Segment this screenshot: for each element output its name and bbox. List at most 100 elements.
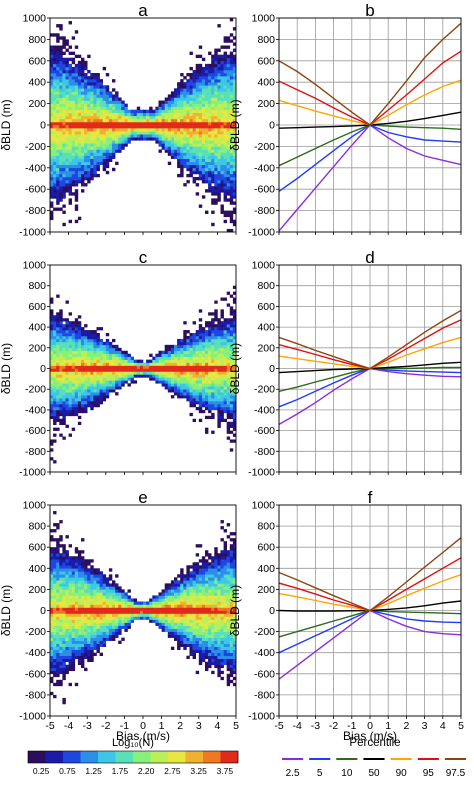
- heatmap-cell: [195, 640, 200, 644]
- heatmap-cell: [50, 152, 54, 156]
- heatmap-cell: [189, 170, 193, 175]
- heatmap-cell: [177, 97, 181, 101]
- heatmap-cell: [223, 88, 227, 92]
- heatmap-cell: [127, 118, 131, 123]
- heatmap-cell: [208, 389, 212, 393]
- heatmap-cell: [115, 134, 119, 138]
- heatmap-cell: [133, 359, 138, 363]
- heatmap-cell: [183, 140, 187, 144]
- heatmap-cell: [87, 601, 91, 605]
- heatmap-cell: [102, 637, 107, 641]
- heatmap-cell: [65, 143, 69, 147]
- heatmap-cell: [81, 115, 85, 120]
- heatmap-cell: [211, 76, 215, 80]
- heatmap-cell: [220, 374, 224, 378]
- heatmap-cell: [81, 125, 85, 129]
- heatmap-cell: [183, 622, 187, 626]
- heatmap-cell: [56, 106, 60, 111]
- heatmap-cell: [205, 643, 209, 647]
- heatmap-cell: [105, 616, 110, 620]
- heatmap-cell: [102, 155, 107, 159]
- heatmap-cell: [50, 94, 54, 98]
- series-line-97.5: [279, 309, 461, 370]
- heatmap-cell: [59, 24, 63, 28]
- heatmap-cell: [214, 198, 218, 202]
- heatmap-cell: [84, 109, 88, 114]
- heatmap-cell: [105, 634, 110, 638]
- heatmap-cell: [211, 583, 215, 587]
- heatmap-cell: [214, 51, 218, 55]
- heatmap-cell: [189, 356, 193, 360]
- heatmap-cell: [164, 622, 169, 626]
- heatmap-cell: [65, 380, 69, 384]
- heatmap-cell: [201, 76, 206, 80]
- heatmap-cell: [146, 121, 150, 126]
- heatmap-cell: [115, 610, 119, 614]
- heatmap-cell: [99, 85, 103, 89]
- heatmap-cell: [164, 380, 169, 384]
- heatmap-cell: [189, 386, 193, 390]
- heatmap-cell: [53, 315, 57, 319]
- heatmap-cell: [198, 115, 203, 120]
- heatmap-cell: [56, 356, 60, 360]
- heatmap-cell: [56, 383, 60, 387]
- heatmap-cell: [161, 143, 165, 147]
- heatmap-cell: [50, 213, 54, 218]
- heatmap-cell: [84, 607, 88, 611]
- heatmap-cell: [170, 143, 175, 147]
- heatmap-cell: [124, 125, 128, 129]
- heatmap-cell: [180, 577, 184, 581]
- heatmap-cell: [84, 76, 88, 80]
- heatmap-cell: [164, 353, 169, 357]
- heatmap-cell: [146, 610, 150, 614]
- heatmap-cell: [146, 613, 150, 617]
- heatmap-cell: [201, 365, 206, 369]
- heatmap-cell: [68, 598, 72, 602]
- heatmap-cell: [223, 403, 227, 408]
- heatmap-cell: [105, 359, 110, 363]
- heatmap-cell: [62, 589, 66, 593]
- heatmap-cell: [217, 85, 221, 89]
- heatmap-cell: [93, 344, 97, 349]
- heatmap-cell: [146, 118, 150, 123]
- heatmap-cell: [77, 149, 82, 153]
- heatmap-cell: [183, 625, 187, 629]
- heatmap-cell: [105, 347, 110, 352]
- heatmap-cell: [84, 137, 88, 141]
- heatmap-cell: [56, 152, 60, 156]
- heatmap-cell: [62, 577, 66, 581]
- heatmap-cell: [62, 341, 66, 346]
- heatmap-cell: [152, 128, 156, 132]
- heatmap-cell: [108, 155, 113, 159]
- heatmap-cell: [108, 146, 113, 150]
- heatmap-cell: [214, 359, 218, 363]
- heatmap-cell: [180, 607, 184, 611]
- heatmap-cell: [53, 100, 57, 104]
- heatmap-cell: [195, 82, 200, 86]
- heatmap-cell: [56, 646, 60, 650]
- heatmap-cell: [198, 82, 203, 86]
- heatmap-cell: [77, 88, 82, 92]
- heatmap-cell: [124, 103, 128, 107]
- heatmap-cell: [130, 601, 134, 605]
- heatmap-cell: [62, 403, 66, 408]
- heatmap-cell: [183, 128, 187, 132]
- y-tick-label: -800: [254, 205, 275, 217]
- heatmap-cell: [127, 377, 131, 381]
- heatmap-cell: [50, 386, 54, 390]
- heatmap-cell: [220, 140, 224, 144]
- heatmap-cell: [220, 54, 224, 59]
- heatmap-cell: [161, 137, 165, 141]
- heatmap-cell: [127, 616, 131, 620]
- heatmap-cell: [71, 637, 76, 641]
- heatmap-cell: [84, 152, 88, 156]
- heatmap-cell: [90, 359, 94, 363]
- heatmap-cell: [93, 574, 97, 578]
- heatmap-cell: [77, 315, 82, 319]
- heatmap-cell: [50, 637, 54, 641]
- heatmap-cell: [177, 395, 181, 399]
- heatmap-cell: [217, 146, 221, 150]
- heatmap-cell: [167, 146, 172, 150]
- heatmap-cell: [223, 365, 227, 369]
- heatmap-cell: [81, 155, 85, 159]
